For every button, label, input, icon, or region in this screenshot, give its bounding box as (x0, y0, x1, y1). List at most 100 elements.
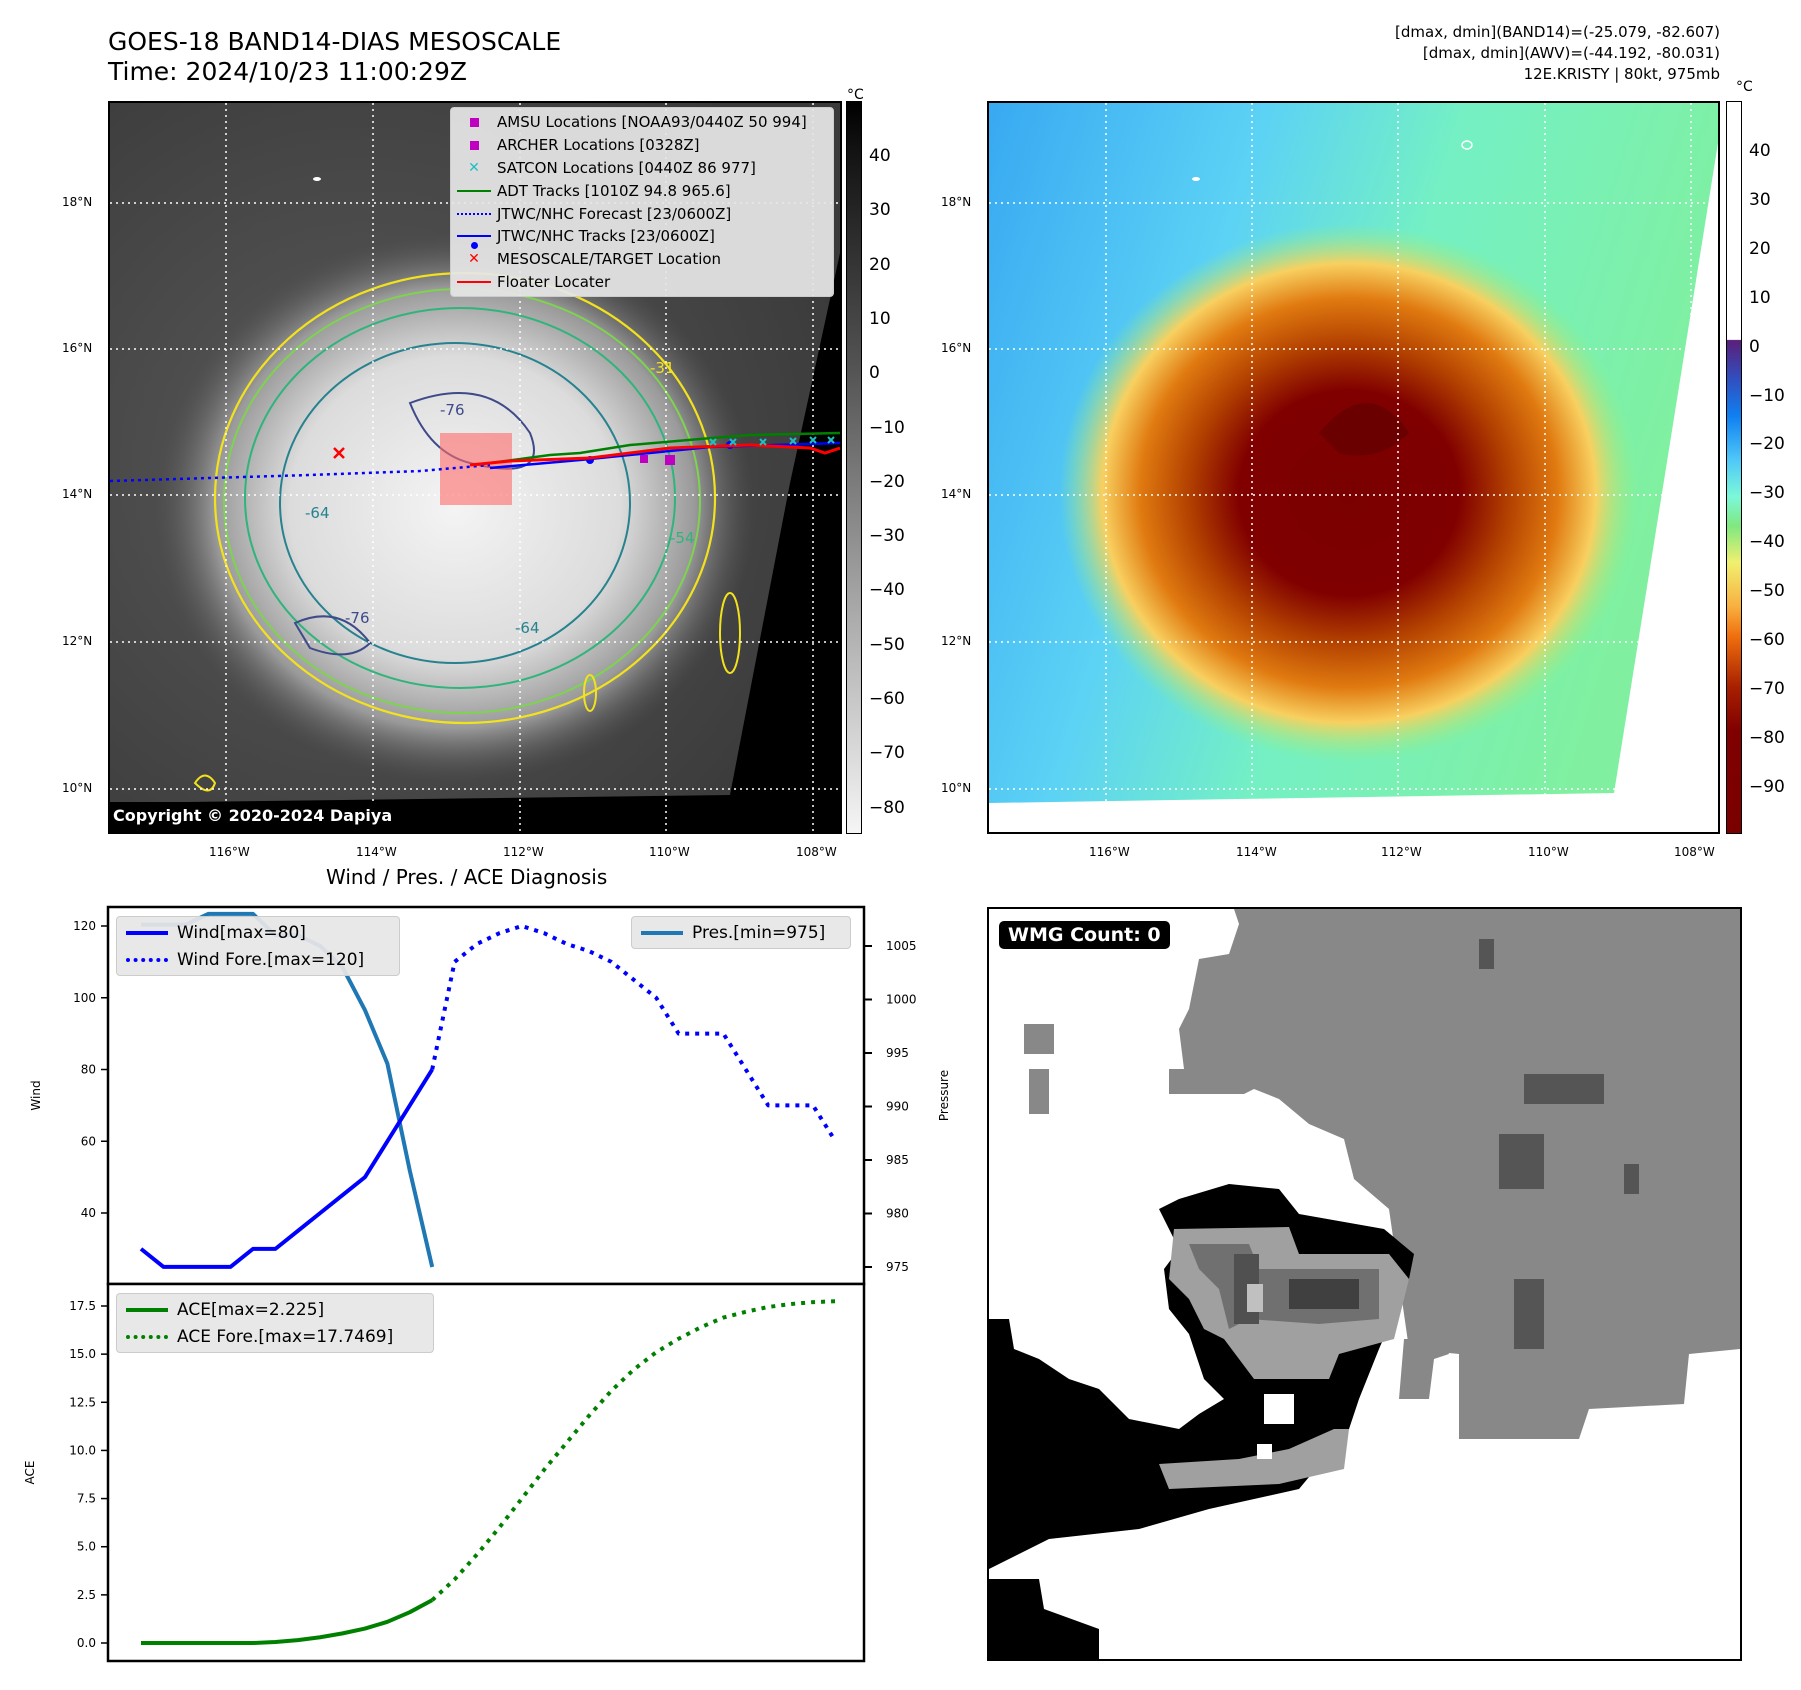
wmg-gray-region (1169, 909, 1740, 1439)
colorbar-tick-label: −50 (869, 634, 905, 655)
line-icon (126, 1307, 168, 1312)
colorbar-tick-label: 30 (1749, 189, 1771, 210)
figure-title: GOES-18 BAND14-DIAS MESOSCALE (108, 27, 562, 56)
mesoscale-target-box (440, 433, 512, 505)
contour-purple-2 (293, 615, 372, 656)
dotted-line-icon (457, 212, 491, 215)
colorbar-tick-label: 10 (1749, 287, 1771, 308)
colorbar-tick-label: −10 (1749, 385, 1785, 406)
band14-range: [dmax, dmin](BAND14)=(-25.079, -82.607) (1395, 23, 1720, 41)
lon-label: 116°W (209, 845, 250, 859)
line-icon (457, 280, 491, 283)
x-icon: ✕ (468, 159, 480, 176)
y-tick-label: 10.0 (69, 1443, 96, 1457)
wmg-image (989, 909, 1740, 1659)
y-tick-label: 7.5 (77, 1492, 96, 1506)
y-tick-label: 17.5 (69, 1299, 96, 1313)
awv-range: [dmax, dmin](AWV)=(-44.192, -80.031) (1422, 44, 1720, 62)
storm-cloud-mass (155, 233, 755, 783)
legend-item-tracks: JTWC/NHC Tracks [23/0600Z] (451, 225, 833, 250)
band14-map[interactable]: -76 -76 -64 -64 -54 -31 (108, 101, 842, 834)
contour-teal (279, 342, 631, 664)
dotted-line-icon (126, 1334, 168, 1339)
awv-map[interactable] (987, 101, 1720, 834)
lon-label: 110°W (1528, 845, 1569, 859)
colorbar-tick-label: 10 (869, 308, 891, 329)
contour-green (244, 307, 676, 689)
y2-tick-label: 990 (886, 1100, 909, 1114)
lat-label: 18°N (941, 195, 972, 209)
diagnosis-title: Wind / Pres. / ACE Diagnosis (326, 865, 608, 889)
y-tick-label: 60 (81, 1134, 96, 1148)
colorbar-tick-label: −40 (1749, 532, 1785, 553)
y-axis-label: ACE (23, 1461, 37, 1485)
colorbar-tick-label: −50 (1749, 581, 1785, 602)
dotted-line-icon (126, 957, 168, 962)
y-tick-label: 80 (81, 1063, 96, 1077)
lat-label: 16°N (62, 341, 93, 355)
legend-label: JTWC/NHC Forecast [23/0600Z] (497, 204, 732, 223)
map-gridlines (989, 103, 1718, 832)
colorbar-tick-label: 30 (869, 200, 891, 221)
contour-label: -64 (515, 619, 540, 637)
legend-item-satcon: ✕ SATCON Locations [0440Z 86 977] (451, 157, 833, 180)
contour-label: -76 (345, 609, 370, 627)
lat-label: 10°N (941, 781, 972, 795)
colorbar-tick-label: −30 (1749, 483, 1785, 504)
wind-legend: Wind[max=80] Wind Fore.[max=120] (116, 916, 400, 976)
legend-label: Pres.[min=975] (692, 922, 826, 943)
floater-locator (469, 443, 840, 467)
legend-item-target: ✕ MESOSCALE/TARGET Location (451, 248, 833, 271)
diagnosis-charts: 120 100 80 60 40 1005 1000 995 990 985 980 975 Wind P… (23, 905, 951, 1663)
colorbar-tick-label: 0 (1749, 336, 1760, 357)
colorbar-tick-label: −10 (869, 417, 905, 438)
legend-item-amsu: AMSU Locations [NOAA93/0440Z 50 994] (451, 111, 833, 134)
lon-label: 112°W (503, 845, 544, 859)
colorbar-tick-label: −20 (1749, 434, 1785, 455)
legend-label: ACE Fore.[max=17.7469] (177, 1326, 394, 1347)
y2-axis-label: Pressure (937, 1070, 951, 1121)
contour-label: -31 (650, 359, 675, 377)
contour-label: -76 (440, 401, 465, 419)
y-tick-label: 15.0 (69, 1347, 96, 1361)
y2-tick-label: 1005 (886, 939, 917, 953)
y-tick-label: 100 (73, 991, 96, 1005)
colorbar-tick-label: 20 (1749, 238, 1771, 259)
square-icon (469, 140, 479, 150)
colorbar-tick-label: −80 (869, 797, 905, 818)
legend-label: JTWC/NHC Tracks [23/0600Z] (497, 227, 715, 246)
lon-label: 108°W (796, 845, 837, 859)
lon-label: 110°W (649, 845, 690, 859)
y-tick-label: 0.0 (77, 1636, 96, 1650)
legend-label: Floater Locater (497, 272, 611, 291)
colorbar-tick-label: 20 (869, 254, 891, 275)
legend-label: SATCON Locations [0440Z 86 977] (497, 158, 756, 177)
y2-tick-label: 995 (886, 1046, 909, 1060)
wmg-count-badge: WMG Count: 0 (999, 921, 1170, 949)
line-icon (641, 930, 683, 935)
colorbar-tick-label: 40 (1749, 141, 1771, 161)
legend-label: ADT Tracks [1010Z 94.8 965.6] (497, 181, 731, 200)
colorbar-tick-label: −60 (1749, 630, 1785, 650)
colorbar-tick-label: −70 (1749, 678, 1785, 699)
y2-tick-label: 980 (886, 1207, 909, 1221)
lon-label: 108°W (1674, 845, 1715, 859)
colorbar-color (1726, 101, 1742, 834)
line-icon (457, 189, 491, 192)
wmg-panel[interactable]: WMG Count: 0 (987, 907, 1742, 1661)
pressure-legend: Pres.[min=975] (631, 916, 851, 949)
colorbar-tick-label: 40 (869, 146, 891, 166)
y-tick-label: 2.5 (77, 1588, 96, 1602)
ace-legend: ACE[max=2.225] ACE Fore.[max=17.7469] (116, 1293, 434, 1353)
satcon-markers (709, 436, 835, 446)
archer-marker (665, 455, 675, 465)
y2-tick-label: 975 (886, 1260, 909, 1274)
lat-label: 16°N (941, 341, 972, 355)
ace-line (141, 1598, 434, 1645)
legend-label: ARCHER Locations [0328Z] (497, 136, 700, 155)
legend-item-floater: Floater Locater (451, 271, 833, 294)
y-tick-label: 5.0 (77, 1540, 96, 1554)
copyright-label: Copyright © 2020-2024 Dapiya (110, 802, 423, 832)
legend-label: Wind[max=80] (177, 922, 306, 943)
legend-item-archer: ARCHER Locations [0328Z] (451, 134, 833, 157)
